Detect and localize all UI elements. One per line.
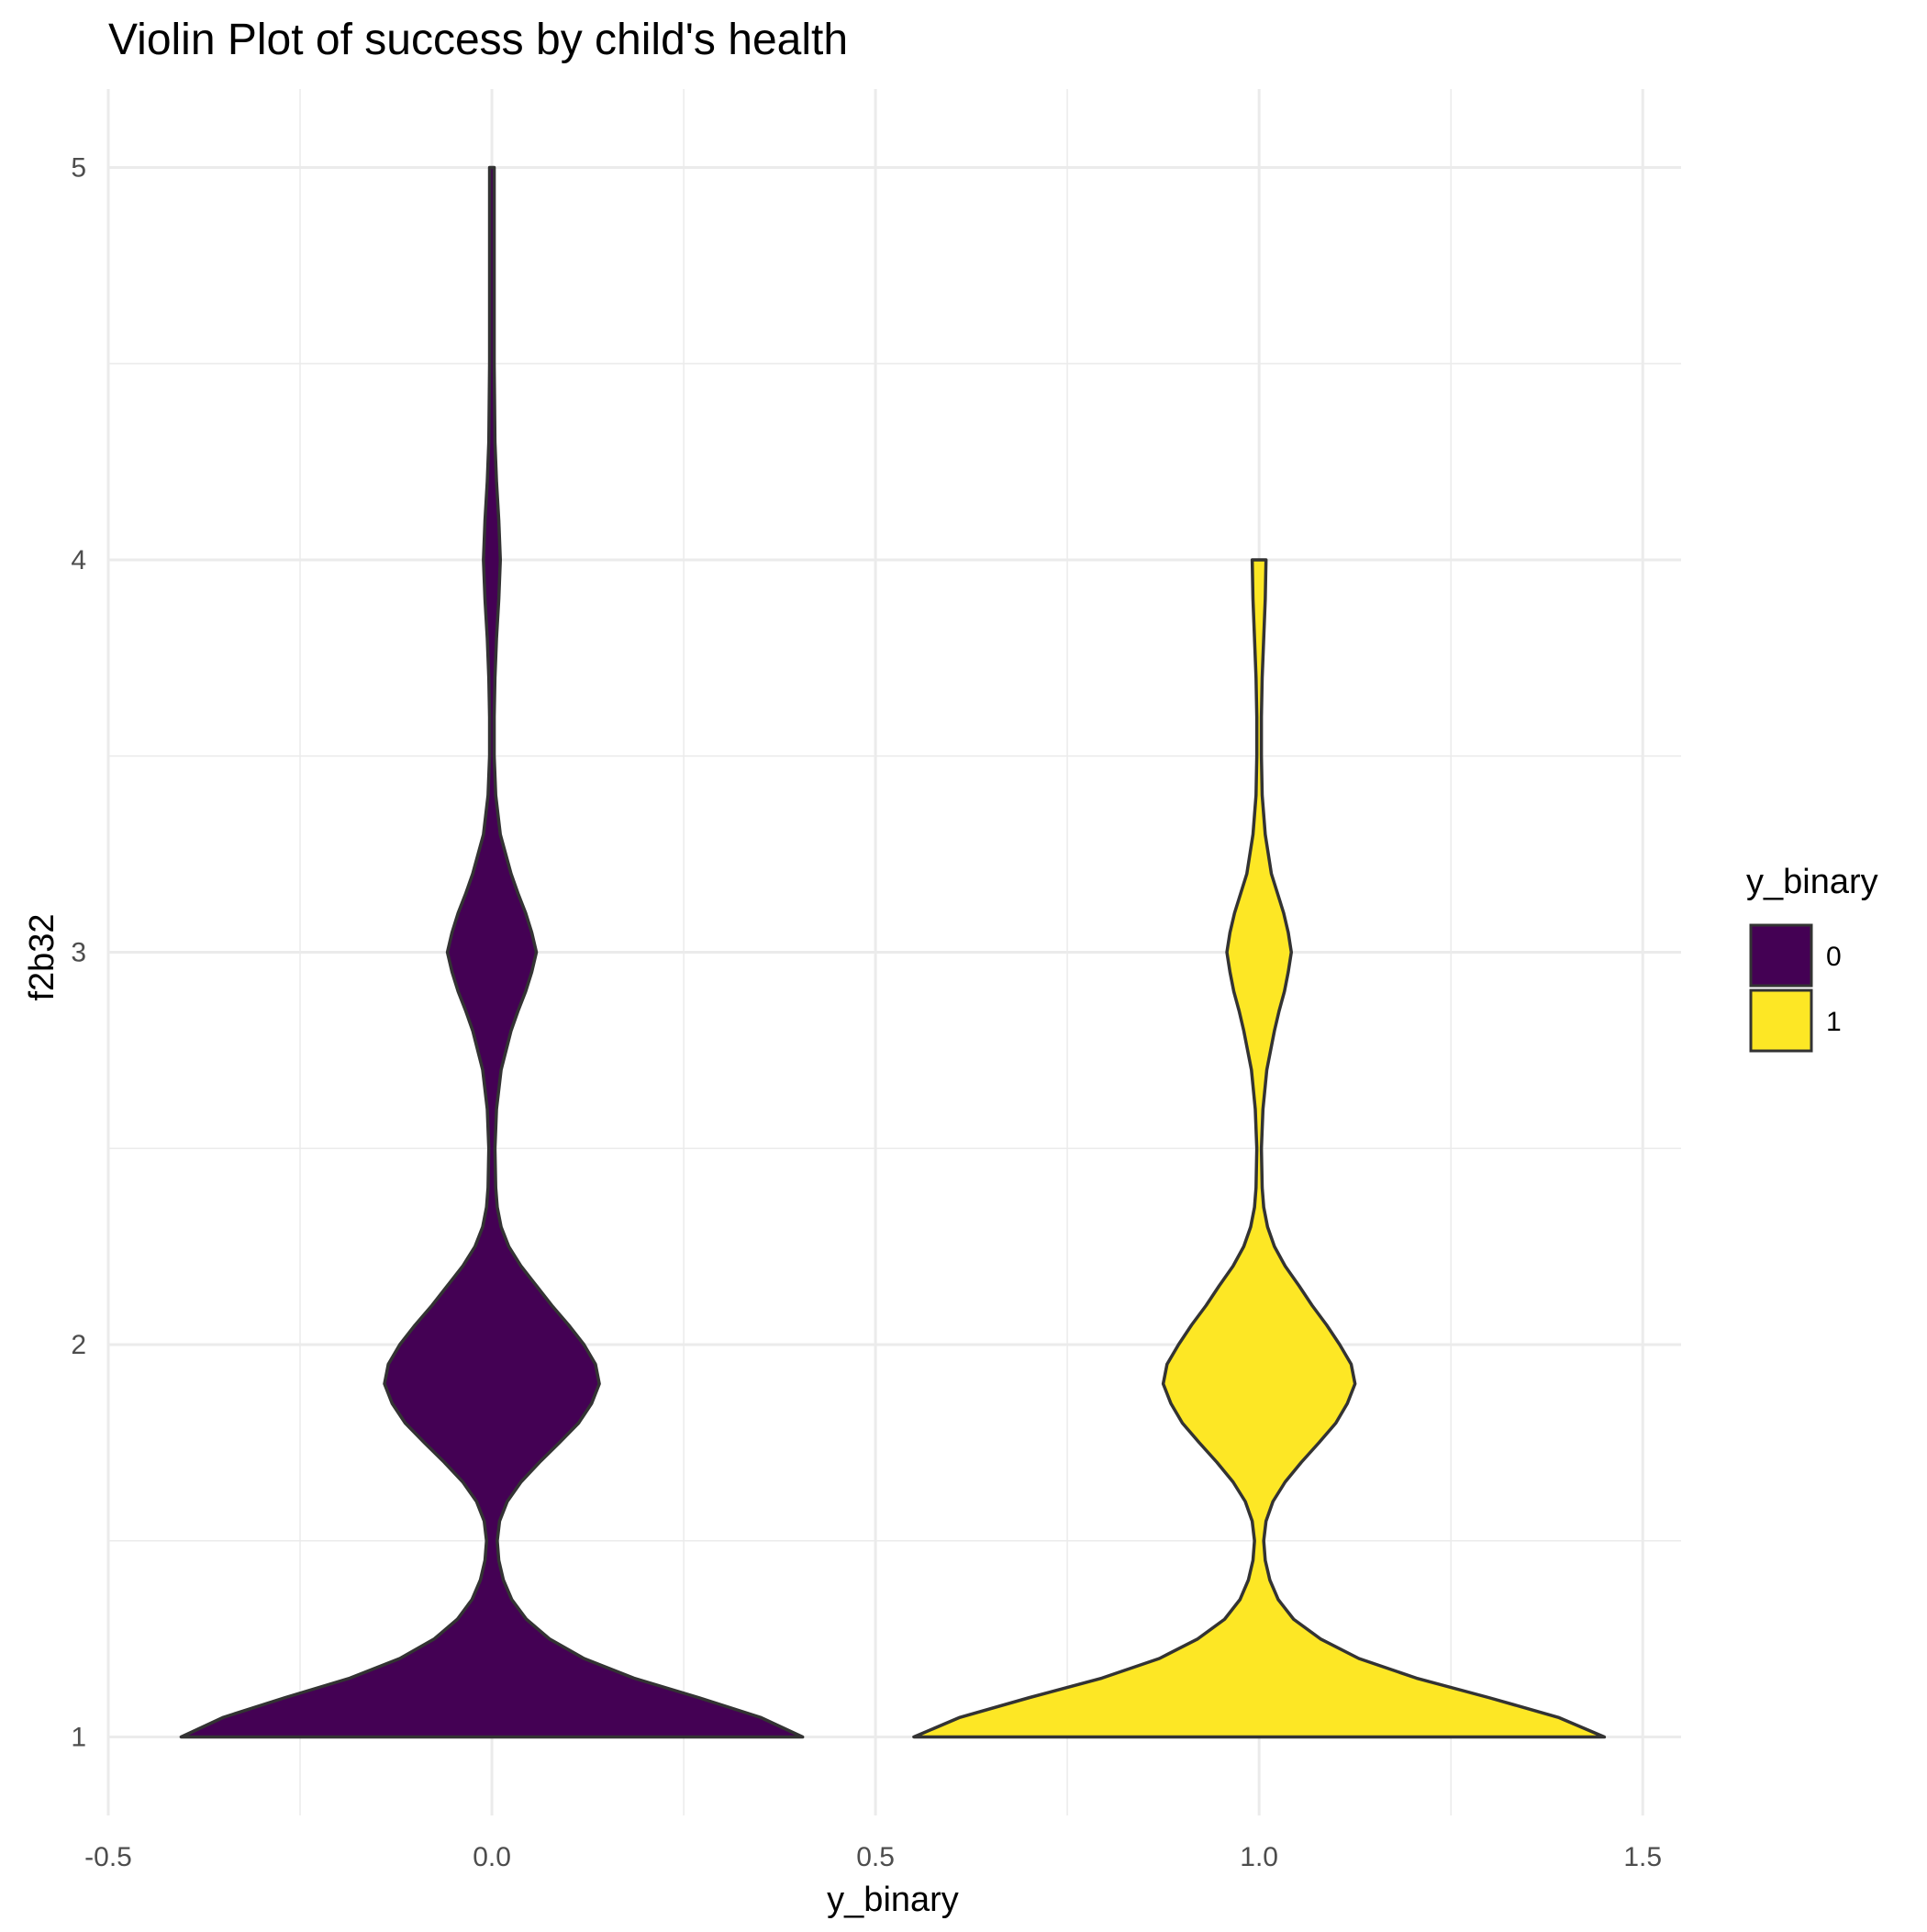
legend: y_binary 01 xyxy=(1746,863,1878,1053)
violin-1 xyxy=(912,558,1607,1739)
legend-title: y_binary xyxy=(1746,863,1878,901)
y-axis-ticks: 1 2 3 4 5 xyxy=(71,153,86,1753)
legend-label-1: 1 xyxy=(1826,1007,1842,1037)
y-tick-label: 5 xyxy=(71,153,86,184)
y-tick-label: 4 xyxy=(71,545,86,575)
x-tick-label: -0.5 xyxy=(84,1842,132,1872)
legend-swatch-0 xyxy=(1749,923,1813,988)
chart-title: Violin Plot of success by child's health xyxy=(108,16,848,64)
x-tick-label: 1.0 xyxy=(1240,1842,1278,1872)
y-tick-label: 3 xyxy=(71,938,86,968)
x-axis-label: y_binary xyxy=(827,1881,959,1919)
violin-0 xyxy=(179,165,805,1739)
legend-swatch-1 xyxy=(1749,988,1813,1053)
y-tick-label: 2 xyxy=(71,1330,86,1360)
y-axis-label: f2b32 xyxy=(23,913,61,1000)
x-axis-ticks: -0.5 0.0 0.5 1.0 1.5 xyxy=(84,1842,1662,1872)
legend-entries: 01 xyxy=(1749,923,1842,1053)
y-tick-label: 1 xyxy=(71,1723,86,1753)
grid-lines xyxy=(106,89,1681,1815)
legend-label-0: 0 xyxy=(1826,942,1842,972)
x-tick-label: 1.5 xyxy=(1623,1842,1662,1872)
x-tick-label: 0.0 xyxy=(473,1842,511,1872)
violin-layer xyxy=(179,165,1607,1739)
x-tick-label: 0.5 xyxy=(856,1842,895,1872)
